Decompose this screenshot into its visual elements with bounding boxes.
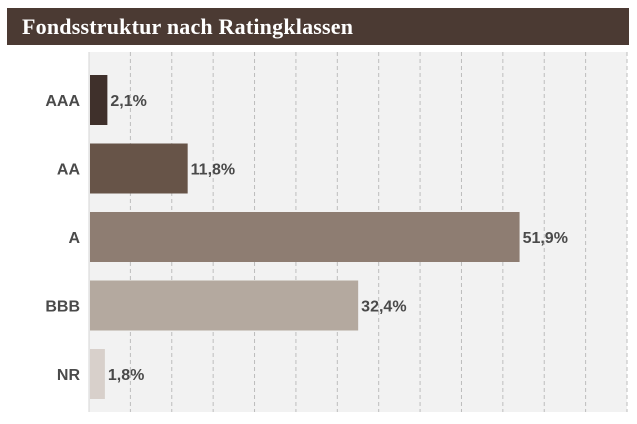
value-label: 1,8% xyxy=(108,367,144,384)
bar-aa xyxy=(90,143,188,194)
chart-title-bar: Fondsstruktur nach Ratingklassen xyxy=(7,8,629,45)
category-label: A xyxy=(68,230,80,247)
value-label: 51,9% xyxy=(523,230,568,247)
category-label: AAA xyxy=(45,93,80,110)
category-label: BBB xyxy=(45,299,80,316)
category-label: NR xyxy=(57,367,81,384)
chart-title: Fondsstruktur nach Ratingklassen xyxy=(22,13,354,39)
value-label: 11,8% xyxy=(191,162,235,179)
bar-a xyxy=(90,212,520,262)
bar-nr xyxy=(90,349,105,399)
value-label: 32,4% xyxy=(361,299,406,316)
bar-bbb xyxy=(90,280,359,331)
bar-aaa xyxy=(90,75,108,125)
category-label: AA xyxy=(57,162,81,179)
value-label: 2,1% xyxy=(110,93,146,110)
